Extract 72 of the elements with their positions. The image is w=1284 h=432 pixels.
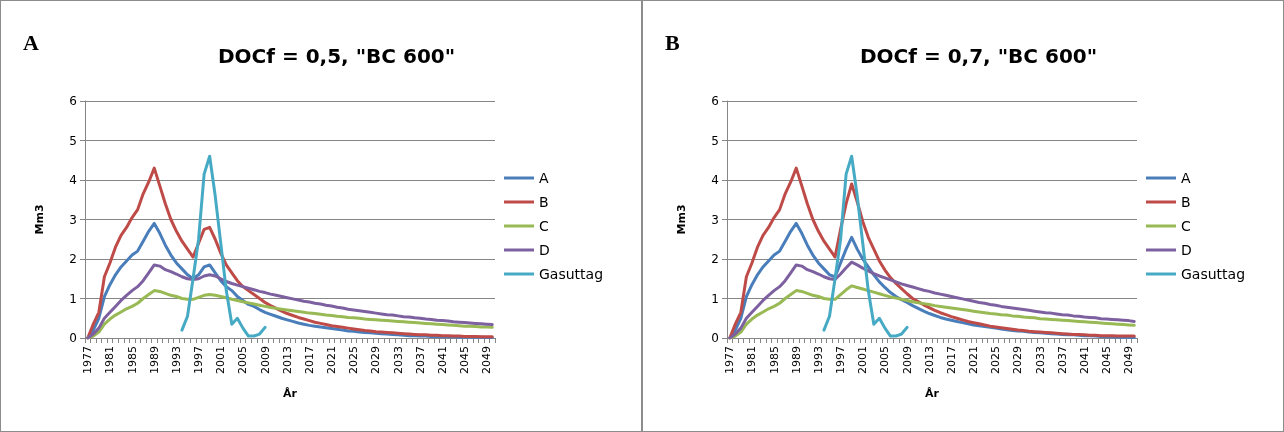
y-tick-label: 0 <box>711 331 719 345</box>
y-axis-title: Mm3 <box>33 204 46 235</box>
y-tick-label: 4 <box>711 173 719 187</box>
text: A <box>23 29 39 55</box>
x-tick-label: 1989 <box>789 346 803 374</box>
x-tick-label: 2049 <box>1122 346 1136 374</box>
x-tick-label: 2041 <box>435 346 449 374</box>
legend-label: B <box>539 194 549 210</box>
y-tick-label: 5 <box>69 133 77 148</box>
x-tick-label: 2013 <box>280 346 294 374</box>
x-tick-label: 2009 <box>900 346 914 374</box>
x-tick-label: 2005 <box>236 346 250 374</box>
y-axis-title: Mm3 <box>675 204 688 235</box>
legend-label: Gasuttag <box>539 266 604 282</box>
y-tick-label: 5 <box>711 133 719 148</box>
y-tick-label: 2 <box>69 252 77 266</box>
x-tick-label: 2017 <box>302 346 316 374</box>
x-tick-label: 2009 <box>258 346 272 374</box>
line-series <box>822 154 909 338</box>
x-tick-label: 2033 <box>1033 346 1047 374</box>
x-tick-label: 1989 <box>147 346 161 374</box>
x-tick-label: 2029 <box>1011 346 1025 374</box>
x-tick-label: 1997 <box>192 346 206 374</box>
legend-label: C <box>1181 218 1191 234</box>
x-tick-label: 2005 <box>878 346 892 374</box>
x-tick-label: 2025 <box>989 346 1003 374</box>
legend-label: Gasuttag <box>1181 266 1246 282</box>
y-tick-label: 4 <box>69 173 77 187</box>
legend-label: A <box>1181 170 1191 186</box>
x-tick-label: 1977 <box>723 346 737 374</box>
legend-label: B <box>1181 194 1191 210</box>
x-axis-title: År <box>925 387 940 400</box>
y-tick-label: 6 <box>711 94 719 108</box>
y-tick-label: 6 <box>69 94 77 108</box>
chart-title: DOCf = 0,5, "BC 600" <box>218 44 456 68</box>
legend-label: C <box>539 218 549 234</box>
y-tick-label: 1 <box>69 291 77 306</box>
chart-title: DOCf = 0,7, "BC 600" <box>860 44 1098 68</box>
x-tick-label: 2017 <box>944 346 958 374</box>
legend-label: D <box>1181 242 1192 258</box>
y-tick-label: 0 <box>69 331 77 345</box>
x-tick-label: 1981 <box>745 346 759 374</box>
x-axis-title: År <box>283 387 298 400</box>
x-tick-label: 1993 <box>169 346 183 374</box>
text: B <box>665 29 680 55</box>
legend-label: D <box>539 242 550 258</box>
x-tick-label: 2045 <box>1100 346 1114 374</box>
x-tick-label: 2001 <box>214 346 228 374</box>
x-tick-label: 1993 <box>811 346 825 374</box>
x-tick-label: 2021 <box>325 346 339 374</box>
x-tick-label: 2021 <box>967 346 981 374</box>
x-tick-label: 2049 <box>480 346 494 374</box>
x-tick-label: 2029 <box>369 346 383 374</box>
x-tick-label: 1981 <box>103 346 117 374</box>
x-tick-label: 2025 <box>347 346 361 374</box>
x-tick-label: 1985 <box>767 346 781 374</box>
line-series <box>180 154 267 338</box>
x-tick-label: 2037 <box>1055 346 1069 374</box>
y-tick-label: 1 <box>711 291 719 306</box>
x-tick-label: 1985 <box>125 346 139 374</box>
x-tick-label: 2033 <box>391 346 405 374</box>
x-tick-label: 2013 <box>922 346 936 374</box>
x-tick-label: 2045 <box>458 346 472 374</box>
x-tick-label: 1997 <box>834 346 848 374</box>
x-tick-label: 2037 <box>413 346 427 374</box>
x-tick-label: 1977 <box>81 346 95 374</box>
x-tick-label: 2001 <box>856 346 870 374</box>
x-tick-label: 2041 <box>1077 346 1091 374</box>
legend-label: A <box>539 170 549 186</box>
y-tick-label: 3 <box>711 212 719 227</box>
y-tick-label: 2 <box>711 252 719 266</box>
y-tick-label: 3 <box>69 212 77 227</box>
